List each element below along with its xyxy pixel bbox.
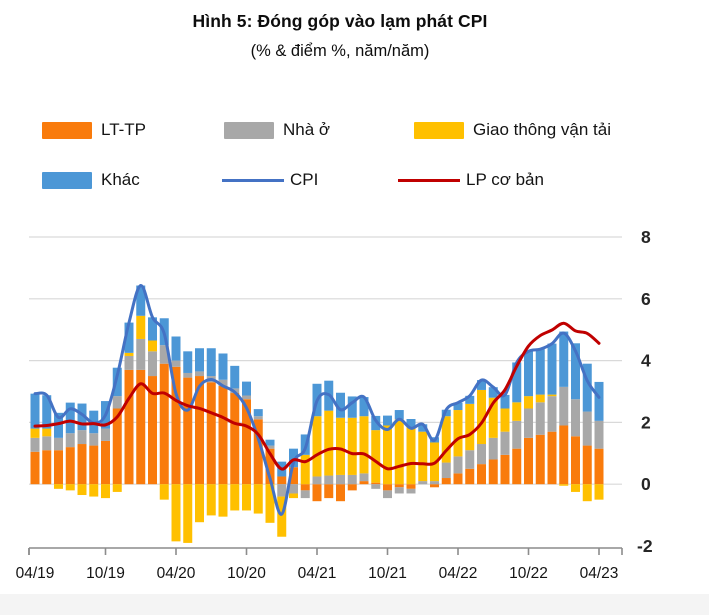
khac-swatch: [42, 171, 92, 189]
svg-text:04/22: 04/22: [439, 565, 478, 582]
giao-thong-swatch: [414, 121, 464, 139]
legend-item-nha-o: Nhà ở: [224, 117, 330, 143]
legend-label: Nhà ở: [283, 120, 331, 139]
svg-text:04/23: 04/23: [580, 565, 619, 582]
chart-title: Hình 5: Đóng góp vào lạm phát CPI: [192, 11, 488, 31]
lttp-swatch: [42, 121, 92, 139]
lp-co-ban-line-swatch: [398, 178, 460, 182]
svg-text:10/21: 10/21: [368, 565, 407, 582]
legend-label: LP cơ bản: [466, 170, 544, 189]
legend-label: CPI: [290, 170, 319, 189]
svg-text:10/22: 10/22: [509, 565, 548, 582]
svg-text:2: 2: [641, 412, 651, 432]
svg-text:4: 4: [641, 351, 651, 371]
legend-item-giao-thong: Giao thông vận tải: [414, 117, 611, 143]
svg-text:04/19: 04/19: [16, 565, 55, 582]
legend-item-lttp: LT-TP: [42, 117, 146, 143]
svg-text:10/20: 10/20: [227, 565, 266, 582]
page-margin-strip: [0, 594, 709, 615]
nha-o-swatch: [224, 121, 274, 139]
svg-text:6: 6: [641, 289, 651, 309]
svg-text:04/21: 04/21: [298, 565, 337, 582]
chart-subtitle: (% & điểm %, năm/năm): [250, 42, 430, 60]
svg-text:0: 0: [641, 474, 651, 494]
svg-text:8: 8: [641, 227, 651, 247]
svg-text:10/19: 10/19: [86, 565, 125, 582]
svg-text:-2: -2: [637, 536, 653, 556]
svg-text:04/20: 04/20: [157, 565, 196, 582]
legend-item-lp-co-ban: LP cơ bản: [398, 167, 544, 193]
legend-label: Giao thông vận tải: [473, 120, 611, 139]
legend-label: LT-TP: [101, 120, 147, 139]
cpi-line-swatch: [222, 178, 284, 182]
legend-label: Khác: [101, 170, 140, 189]
legend-item-khac: Khác: [42, 167, 140, 193]
legend-item-cpi: CPI: [222, 167, 318, 193]
